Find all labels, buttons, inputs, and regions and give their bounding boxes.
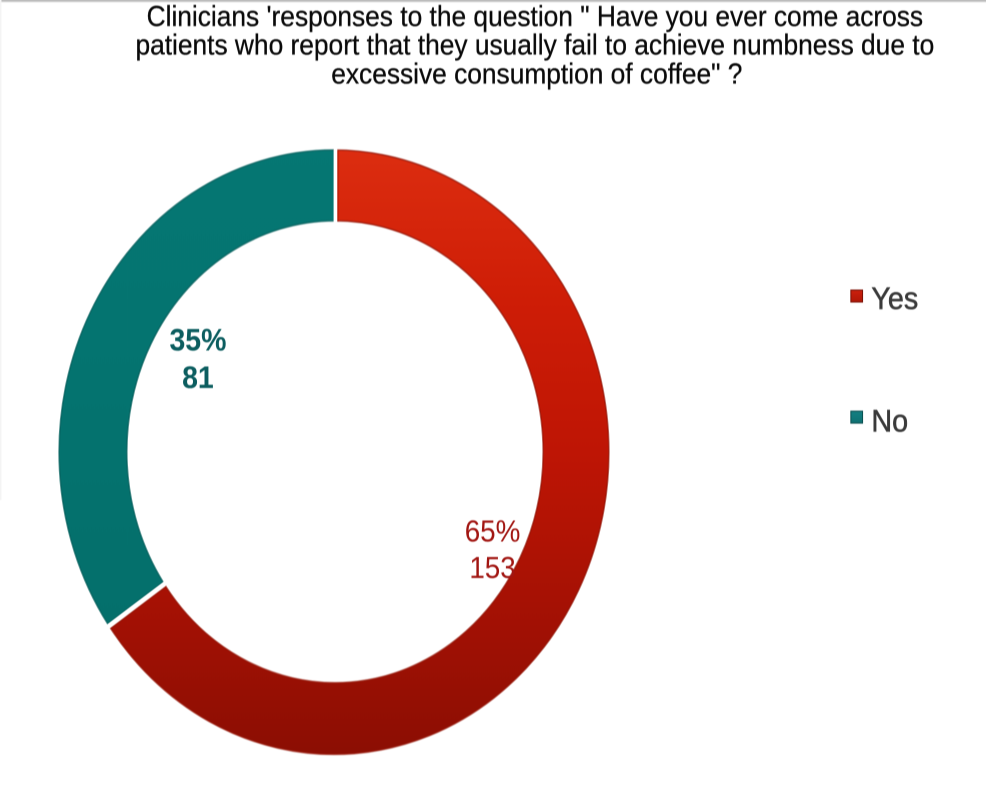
svg-text:153: 153	[469, 552, 515, 585]
svg-text:65%: 65%	[465, 515, 521, 548]
svg-text:Clinicians 'responses to the q: Clinicians 'responses to the question " …	[147, 0, 923, 32]
svg-text:No: No	[871, 404, 908, 439]
svg-text:Yes: Yes	[871, 282, 918, 317]
svg-text:81: 81	[182, 361, 214, 396]
svg-text:35%: 35%	[169, 323, 226, 358]
svg-text:patients who report that they: patients who report that they usually fa…	[135, 28, 934, 60]
svg-text:excessive consumption of coffe: excessive consumption of coffee" ?	[331, 57, 742, 89]
